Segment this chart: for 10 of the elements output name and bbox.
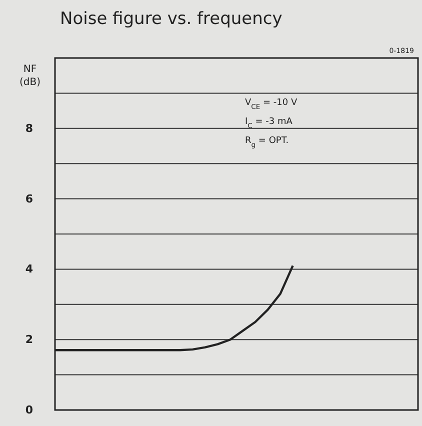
y-tick-label: 4	[25, 262, 34, 276]
y-tick-label: 8	[25, 122, 33, 135]
y-tick-label: 2	[25, 333, 33, 346]
annotation: V$_{CE}$ = -10 V	[245, 98, 298, 111]
y-tick-label: 6	[25, 192, 34, 206]
chart-title: Noise figure vs. frequency	[60, 9, 282, 29]
annotation: R$_{g}$ = OPT.	[245, 136, 289, 149]
y-axis-title: NF (dB)	[19, 64, 41, 88]
y-tick-label: 0	[25, 404, 34, 417]
annotation: I$_{C}$ = -3 mA	[245, 117, 294, 130]
